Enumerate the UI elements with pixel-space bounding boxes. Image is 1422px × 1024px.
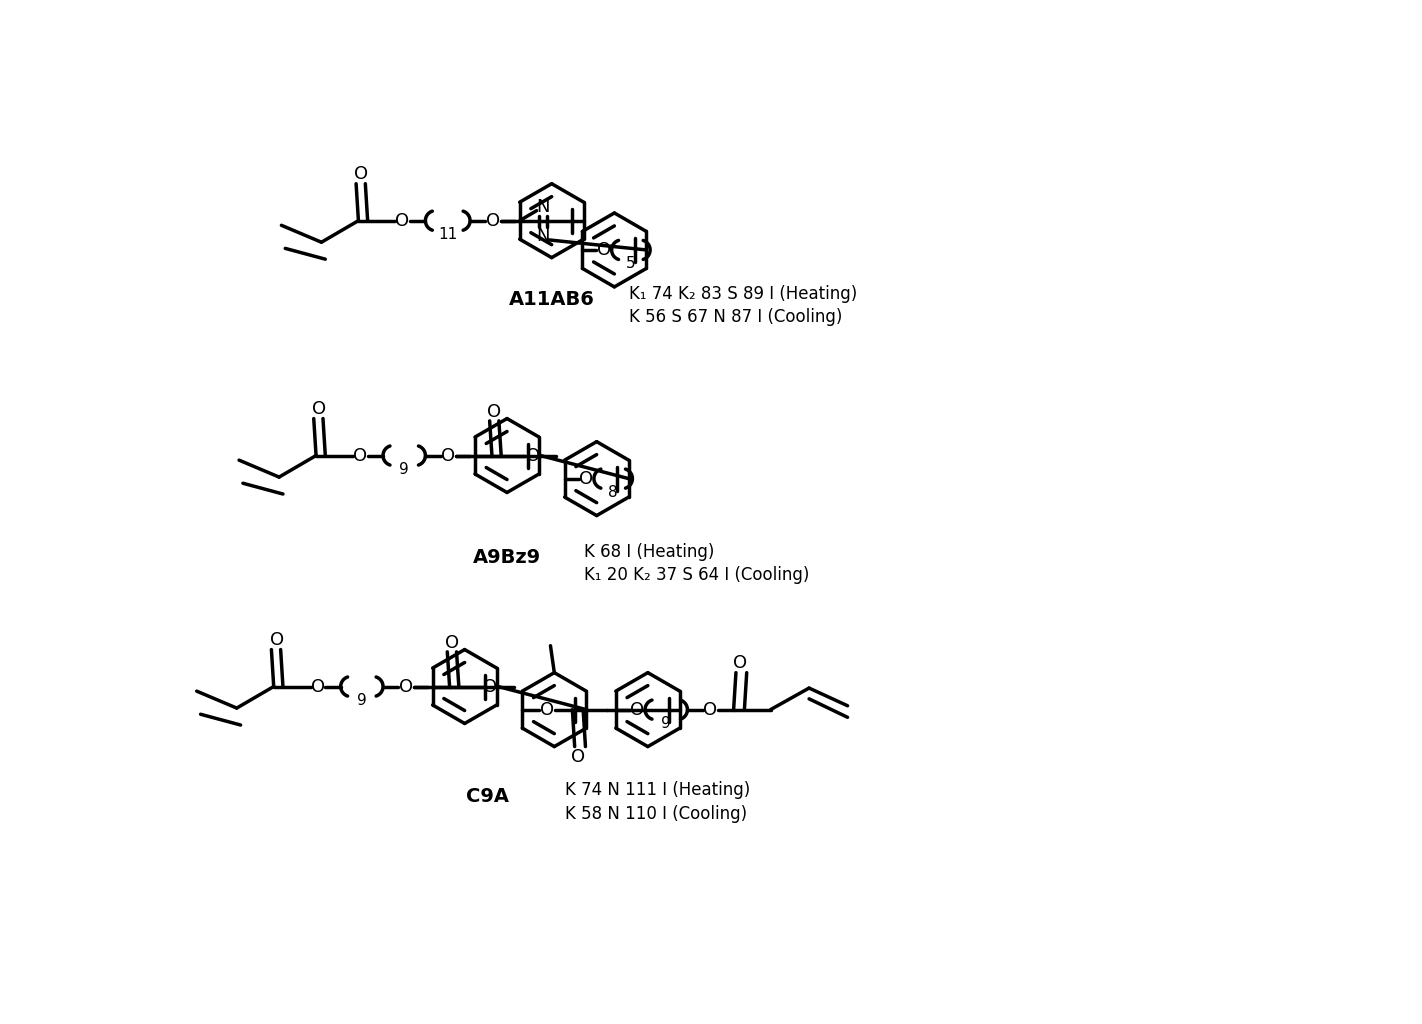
Text: 9: 9 — [661, 716, 671, 731]
Text: O: O — [572, 749, 586, 766]
Text: 9: 9 — [400, 462, 410, 477]
Text: K 56 S 67 N 87 I (Cooling): K 56 S 67 N 87 I (Cooling) — [629, 308, 842, 326]
Text: 8: 8 — [609, 485, 619, 500]
Text: K 74 N 111 I (Heating): K 74 N 111 I (Heating) — [565, 781, 749, 800]
Text: O: O — [270, 632, 284, 649]
Text: K₁ 74 K₂ 83 S 89 I (Heating): K₁ 74 K₂ 83 S 89 I (Heating) — [629, 285, 857, 303]
Text: K₁ 20 K₂ 37 S 64 I (Cooling): K₁ 20 K₂ 37 S 64 I (Cooling) — [584, 566, 809, 584]
Text: O: O — [483, 678, 498, 695]
Text: O: O — [395, 212, 410, 229]
Text: O: O — [704, 700, 718, 719]
Text: O: O — [526, 446, 540, 465]
Text: K 58 N 110 I (Cooling): K 58 N 110 I (Cooling) — [565, 805, 747, 822]
Text: A9Bz9: A9Bz9 — [474, 549, 542, 567]
Text: C9A: C9A — [466, 787, 509, 806]
Text: O: O — [400, 678, 414, 695]
Text: 5: 5 — [626, 256, 636, 271]
Text: N: N — [536, 227, 549, 245]
Text: 11: 11 — [438, 227, 458, 242]
Text: A11AB6: A11AB6 — [509, 291, 594, 309]
Text: O: O — [441, 446, 455, 465]
Text: K 68 I (Heating): K 68 I (Heating) — [584, 543, 714, 561]
Text: N: N — [536, 198, 549, 216]
Text: 9: 9 — [357, 693, 367, 708]
Text: O: O — [597, 241, 611, 259]
Text: O: O — [488, 402, 502, 421]
Text: O: O — [732, 654, 747, 673]
Text: O: O — [311, 400, 326, 419]
Text: O: O — [486, 212, 501, 229]
Text: O: O — [353, 446, 367, 465]
Text: O: O — [540, 700, 555, 719]
Text: O: O — [630, 700, 644, 719]
Text: O: O — [445, 634, 459, 651]
Text: O: O — [354, 166, 368, 183]
Text: O: O — [579, 470, 593, 487]
Text: O: O — [310, 678, 324, 695]
